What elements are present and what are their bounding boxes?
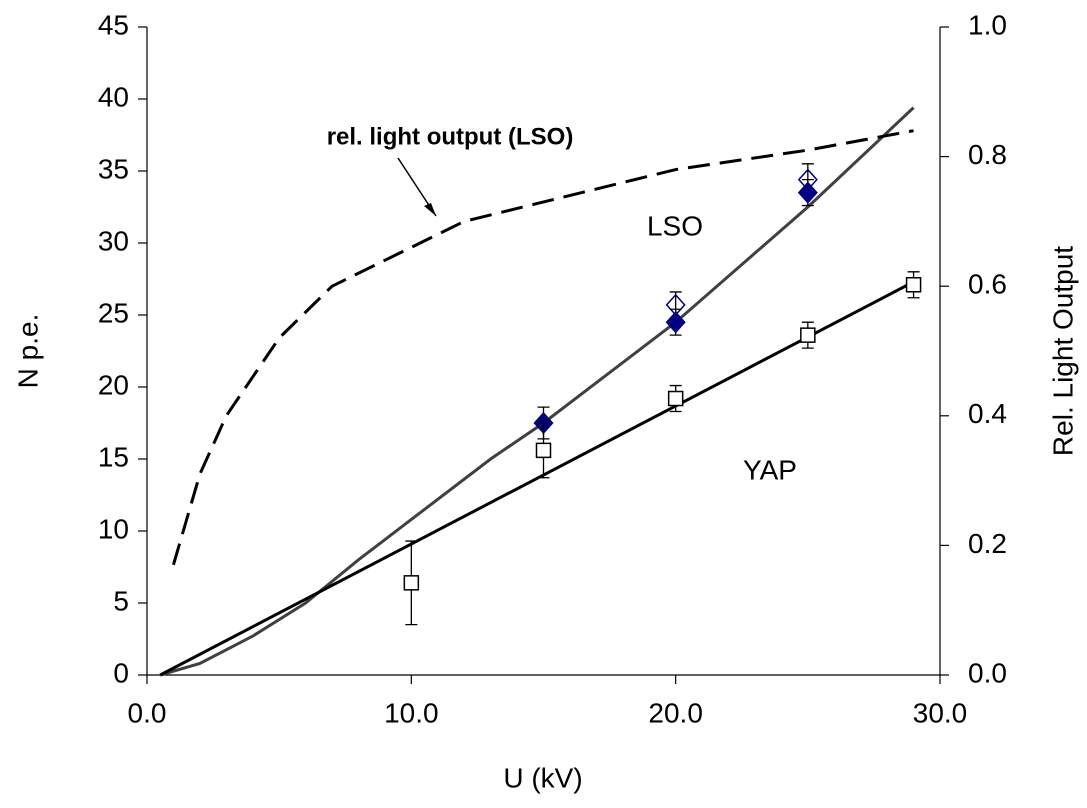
x-tick-label: 30.0: [913, 697, 968, 728]
x-axis-title: U (kV): [503, 762, 582, 793]
square-marker: [535, 442, 552, 459]
line: [159, 280, 915, 677]
y-tick-label: 15: [98, 441, 129, 472]
diamond-marker: [665, 311, 686, 334]
square-marker: [905, 277, 922, 293]
square-marker: [800, 327, 816, 343]
dashed-line: [171, 129, 914, 566]
y-tick-label: 40: [98, 81, 129, 112]
y-tick-label: 5: [113, 585, 129, 616]
y2-tick-label: 1.0: [968, 9, 1007, 40]
square-marker: [667, 390, 684, 407]
x-tick-label: 10.0: [384, 697, 439, 728]
square-marker: [403, 575, 420, 591]
y2-tick-label: 0.4: [968, 398, 1007, 429]
line: [159, 106, 915, 677]
y2-axis-title: Rel. Light Output: [1047, 246, 1078, 456]
y2-tick-label: 0.8: [968, 139, 1007, 170]
y-tick-label: 0: [113, 657, 129, 688]
y2-tick-label: 0.2: [968, 528, 1007, 559]
arrow-head: [424, 203, 436, 216]
y-tick-label: 30: [98, 225, 129, 256]
axes-frame: [146, 27, 941, 676]
y-tick-label: 20: [98, 369, 129, 400]
y-tick-label: 10: [98, 513, 129, 544]
yap-label: YAP: [743, 454, 797, 485]
diamond-marker: [797, 181, 818, 204]
light-output-label: rel. light output (LSO): [327, 123, 574, 150]
y2-tick-label: 0.0: [968, 657, 1007, 688]
x-tick-label: 20.0: [648, 697, 703, 728]
y-tick-label: 35: [98, 153, 129, 184]
y-tick-label: 45: [98, 9, 129, 40]
y-tick-label: 25: [98, 297, 129, 328]
x-tick-label: 0.0: [128, 697, 167, 728]
y2-tick-label: 0.6: [968, 269, 1007, 300]
lso-label: LSO: [647, 210, 703, 241]
y-axis-title: N p.e.: [12, 314, 43, 389]
